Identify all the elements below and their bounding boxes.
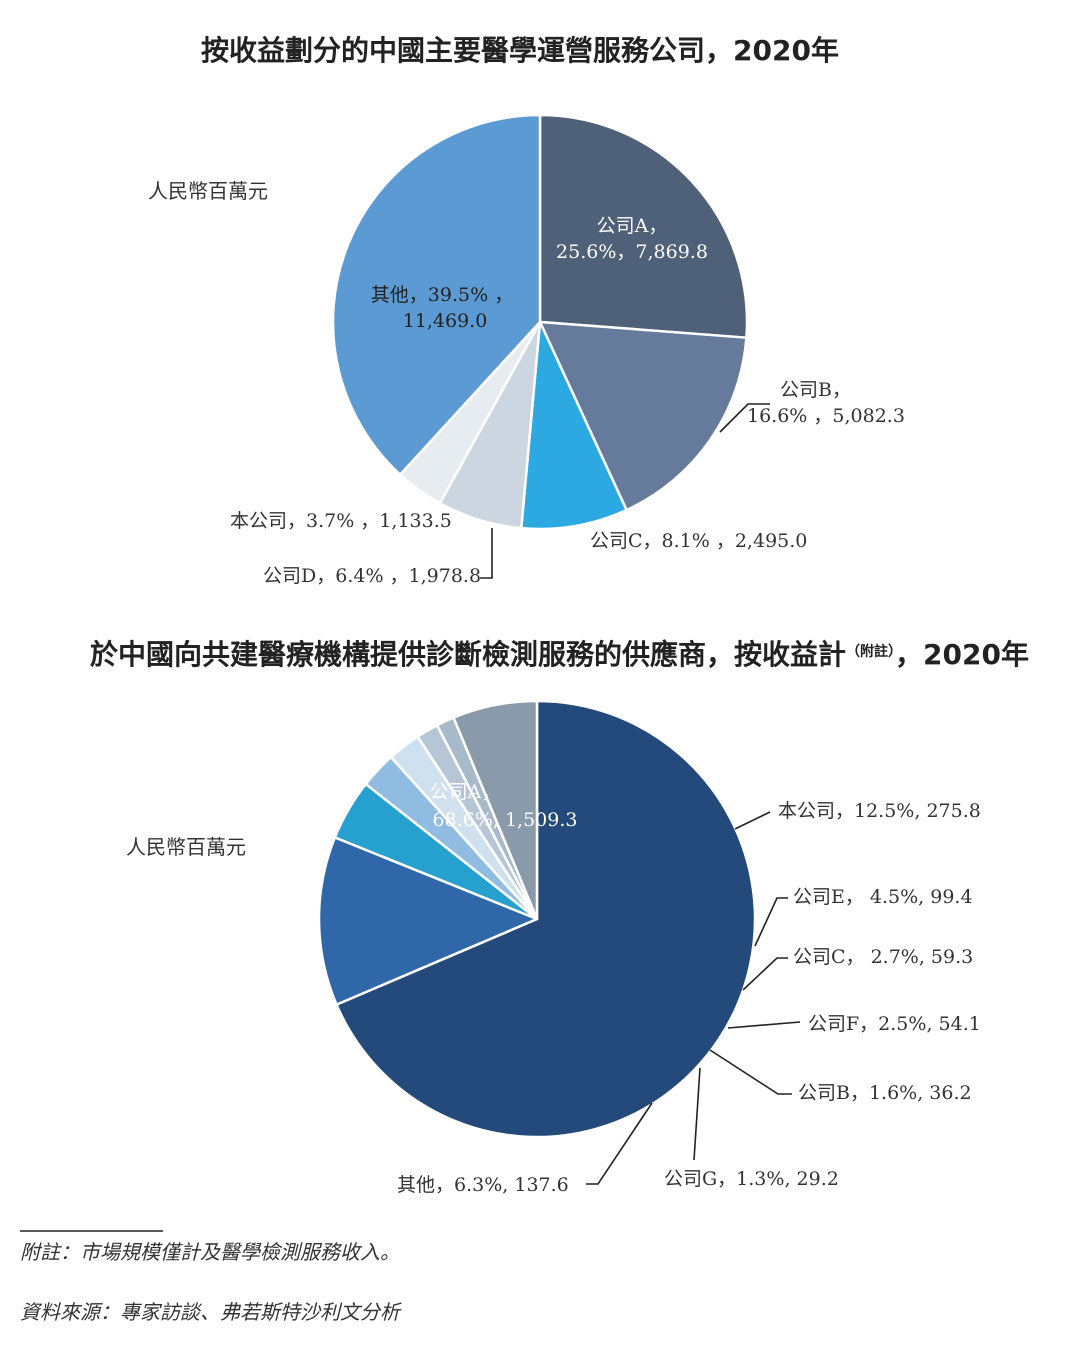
chart1-label-company-d: 公司D，6.4% ，1,978.8 [263,565,481,587]
chart2-label-company-e: 公司E， 4.5%, 99.4 [793,886,973,908]
chart2-label-company-b: 公司B，1.6%, 36.2 [798,1082,972,1104]
chart2-title-note: （附註） [846,643,895,660]
chart2-label-company-f: 公司F，2.5%, 54.1 [808,1013,981,1035]
chart1-leader-company-b [719,403,770,433]
chart1-slice-2 [520,320,628,531]
chart1-leader-company-d [480,528,493,579]
chart2-leader-company-e [754,897,788,947]
chart1-pie [331,113,749,531]
chart1-label-own-company: 本公司，3.7% ，1,133.5 [230,510,452,532]
chart2-slice-0 [335,699,757,1139]
chart2-slice-7 [452,699,539,921]
chart2-leader-other [586,1102,653,1185]
chart1-slice-5 [331,113,542,476]
chart1-slice-0 [538,113,749,339]
footnote-source: 資料來源：專家訪談、弗若斯特沙利文分析 [20,1300,402,1324]
chart1-label-company-b-value: 16.6% ，5,082.3 [747,405,905,427]
chart1-label-other-name: 其他，39.5% ， [371,284,513,306]
chart1-label-company-c: 公司C，8.1% ，2,495.0 [590,530,807,552]
chart2-leader-company-f [727,1021,801,1029]
chart1-label-company-a-name: 公司A， [597,215,668,237]
chart2-leader-company-b [709,1049,792,1095]
chart2-leader-company-c [742,957,788,991]
chart1-label-company-b-name: 公司B， [780,379,851,401]
chart2-label-company-a-value: 68.6%, 1,509.3 [433,809,578,831]
chart2-title: 於中國向共建醫療機構提供診斷檢測服務的供應商，按收益計（附註），2020年 [90,638,1029,671]
footnote-note: 附註：市場規模僅計及醫學檢測服務收入。 [20,1240,400,1264]
chart2-pie [317,699,757,1139]
chart2-label-other: 其他，6.3%, 137.6 [397,1174,569,1196]
chart2-title-year: ，2020年 [895,638,1029,671]
chart2-slice-1 [317,836,539,1006]
chart1-slice-1 [538,320,748,512]
chart2-label-own-company: 本公司，12.5%, 275.8 [778,800,981,822]
chart2-unit-label: 人民幣百萬元 [126,835,246,859]
chart1-title: 按收益劃分的中國主要醫學運營服務公司，2020年 [201,34,839,67]
chart1-label-other-value: 11,469.0 [403,310,488,332]
chart1-unit-label: 人民幣百萬元 [148,179,268,203]
chart1-label-company-a-value: 25.6%，7,869.8 [556,241,708,263]
chart2-label-company-c: 公司C， 2.7%, 59.3 [793,946,973,968]
chart2-leader-own-company [734,811,771,830]
chart2-label-company-g: 公司G，1.3%, 29.2 [664,1168,839,1190]
chart2-leader-company-g [693,1067,701,1161]
chart2-title-main: 於中國向共建醫療機構提供診斷檢測服務的供應商，按收益計 [90,638,846,671]
chart2-label-company-a-name: 公司A， [430,781,501,803]
